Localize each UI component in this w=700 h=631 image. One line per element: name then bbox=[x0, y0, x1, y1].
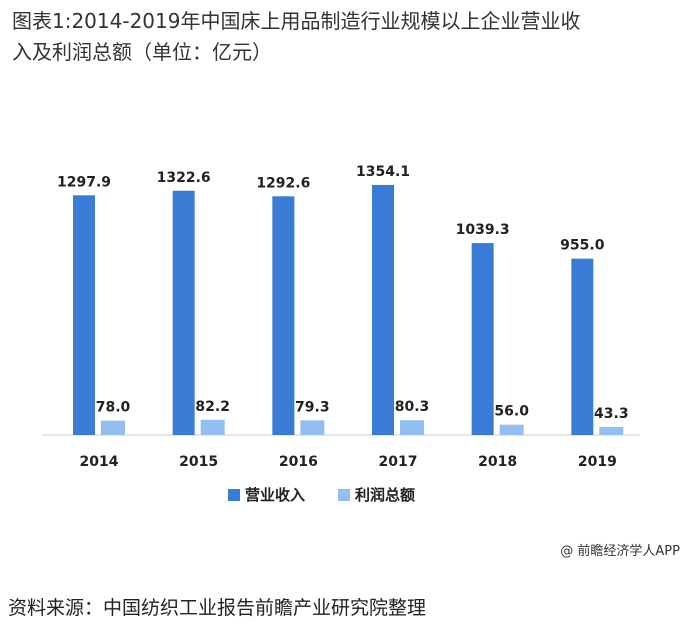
revenue-label-2019: 955.0 bbox=[560, 238, 605, 254]
revenue-bar-2015 bbox=[172, 190, 195, 435]
chart-title: 图表1:2014-2019年中国床上用品制造行业规模以上企业营业收 入及利润总额… bbox=[12, 6, 692, 68]
profit-label-2016: 79.3 bbox=[295, 399, 330, 415]
profit-label-2017: 80.3 bbox=[395, 399, 430, 415]
revenue-label-2015: 1322.6 bbox=[157, 170, 211, 186]
profit-label-2019: 43.3 bbox=[594, 406, 629, 422]
x-tick-label-2014: 2014 bbox=[80, 454, 119, 470]
bar-chart: 1297.9 78.0 2014 1322.6 82.2 2015 1292.6 79.3 20… bbox=[42, 164, 640, 504]
legend-label-profit: 利润总额 bbox=[355, 486, 415, 504]
x-tick-label-2016: 2016 bbox=[279, 454, 318, 470]
credit-text: @ 前瞻经济学人APP bbox=[560, 544, 680, 559]
profit-bar-2016 bbox=[300, 420, 325, 435]
profit-bar-2015 bbox=[200, 419, 225, 435]
revenue-bar-2018 bbox=[471, 243, 494, 435]
profit-label-2014: 78.0 bbox=[96, 400, 131, 416]
profit-bar-2019 bbox=[599, 427, 624, 435]
profit-bar-2014 bbox=[101, 420, 125, 435]
revenue-bar-2014 bbox=[73, 195, 95, 435]
chart-title-line-2: 入及利润总额（单位：亿元） bbox=[12, 40, 272, 64]
profit-bar-2018 bbox=[499, 424, 524, 435]
revenue-label-2016: 1292.6 bbox=[256, 175, 310, 191]
legend-swatch-profit bbox=[338, 489, 350, 501]
legend-label-revenue: 营业收入 bbox=[245, 486, 305, 504]
x-tick-label-2015: 2015 bbox=[179, 454, 218, 470]
x-tick-label-2019: 2019 bbox=[578, 454, 617, 470]
source-note: 资料来源：中国纺织工业报告前瞻产业研究院整理 bbox=[8, 597, 427, 619]
chart-title-line-1: 图表1:2014-2019年中国床上用品制造行业规模以上企业营业收 bbox=[12, 9, 581, 33]
x-tick-label-2017: 2017 bbox=[379, 454, 418, 470]
revenue-label-2018: 1039.3 bbox=[456, 222, 510, 238]
legend-swatch-revenue bbox=[228, 489, 240, 501]
revenue-label-2017: 1354.1 bbox=[356, 164, 410, 180]
profit-label-2018: 56.0 bbox=[494, 404, 529, 420]
revenue-bar-2016 bbox=[272, 196, 295, 435]
revenue-bar-2019 bbox=[571, 258, 594, 435]
profit-bar-2017 bbox=[400, 420, 424, 435]
x-tick-label-2018: 2018 bbox=[478, 454, 517, 470]
revenue-bar-2017 bbox=[372, 184, 394, 435]
profit-label-2015: 82.2 bbox=[195, 399, 230, 415]
revenue-label-2014: 1297.9 bbox=[57, 174, 111, 190]
